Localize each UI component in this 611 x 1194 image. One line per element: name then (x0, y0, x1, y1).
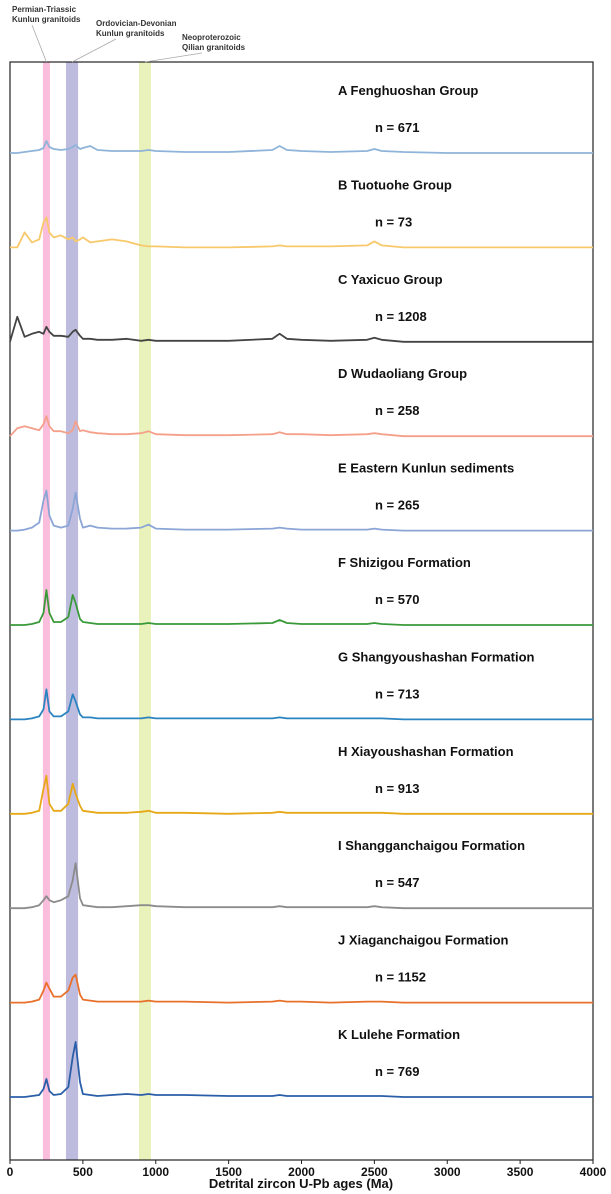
density-curve (10, 862, 593, 910)
density-curve (9, 415, 593, 438)
series-name: C Yaxicuo Group (338, 272, 443, 287)
band-annotation: Ordovician-Devonian (96, 19, 177, 28)
x-tick-label: 3000 (434, 1165, 461, 1179)
series-name: B Tuotuohe Group (338, 177, 452, 192)
density-curve (10, 489, 593, 532)
x-tick-label: 4000 (580, 1165, 607, 1179)
x-tick-label: 1500 (215, 1165, 242, 1179)
series-count: n = 1152 (375, 970, 426, 985)
age-band (42, 62, 50, 1160)
density-curve (10, 774, 593, 815)
series-count: n = 1208 (375, 309, 427, 324)
density-curve (10, 589, 593, 626)
x-tick-label: 3500 (507, 1165, 534, 1179)
band-annotation: Qilian granitoids (182, 43, 246, 52)
series-count: n = 671 (375, 120, 419, 135)
series-name: I Shangganchaigou Formation (338, 838, 525, 853)
series-name: F Shizigou Formation (338, 555, 471, 570)
x-tick-label: 500 (73, 1165, 93, 1179)
x-tick-label: 1000 (142, 1165, 169, 1179)
series-name: D Wudaoliang Group (338, 366, 467, 381)
band-annotation: Permian-Triassic (12, 5, 77, 14)
density-curve (10, 216, 593, 249)
x-tick-label: 2500 (361, 1165, 388, 1179)
density-curve (10, 140, 593, 154)
series-count: n = 73 (375, 214, 412, 229)
series-name: H Xiayoushashan Formation (338, 744, 514, 759)
density-curve (10, 1041, 593, 1098)
annotation-leader (144, 52, 203, 63)
band-annotation: Neoproterozoic (182, 33, 241, 42)
series-name: J Xiaganchaigou Formation (338, 933, 509, 948)
band-annotation: Kunlun granitoids (12, 15, 81, 24)
age-band (65, 62, 79, 1160)
plot-frame (9, 61, 594, 1161)
series-count: n = 913 (375, 781, 419, 796)
x-axis-label: Detrital zircon U-Pb ages (Ma) (209, 1176, 393, 1191)
density-curve (9, 315, 593, 343)
series-name: A Fenghuoshan Group (338, 83, 478, 98)
x-tick-label: 0 (7, 1165, 14, 1179)
annotation-leader (31, 24, 47, 63)
x-tick-label: 2000 (288, 1165, 315, 1179)
series-count: n = 769 (375, 1064, 419, 1079)
series-count: n = 570 (375, 592, 419, 607)
age-band (138, 62, 151, 1160)
band-annotation: Kunlun granitoids (96, 29, 165, 38)
series-name: G Shangyoushashan Formation (338, 649, 535, 664)
annotation-leader (71, 38, 117, 63)
series-count: n = 713 (375, 686, 419, 701)
series-count: n = 265 (375, 498, 419, 513)
series-name: E Eastern Kunlun sediments (338, 461, 514, 476)
density-curve (10, 973, 593, 1004)
density-curve (10, 688, 593, 721)
series-count: n = 547 (375, 875, 419, 890)
series-count: n = 258 (375, 403, 419, 418)
series-name: K Lulehe Formation (338, 1027, 460, 1042)
